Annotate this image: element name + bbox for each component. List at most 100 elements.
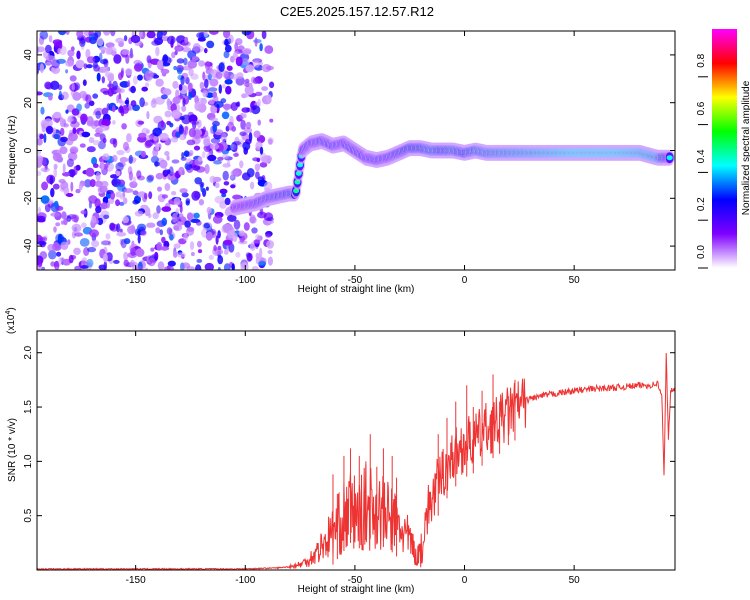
heatmap-noise-cell (57, 31, 67, 36)
heatmap-noise-cell (166, 98, 171, 108)
heatmap-noise-cell (113, 259, 120, 264)
heatmap-signal-ridge (229, 133, 675, 216)
heatmap-noise-cell (71, 169, 75, 178)
heatmap-noise-cell (176, 67, 183, 75)
heatmap-noise-cell (88, 33, 99, 41)
heatmap-noise-cell (132, 176, 136, 185)
heatmap-noise-cell (62, 172, 71, 177)
heatmap-noise-cell (187, 111, 194, 119)
heatmap-noise-cell (135, 248, 145, 257)
heatmap-noise-cell (37, 171, 42, 176)
heatmap-noise-cell (259, 247, 263, 258)
heatmap-noise-cell (39, 31, 49, 40)
heatmap-noise-cell (94, 132, 101, 137)
heatmap-noise-cell (66, 158, 74, 168)
heatmap-noise-cell (171, 191, 177, 196)
heatmap-noise-cell (71, 214, 80, 223)
heatmap-noise-cell (175, 131, 181, 138)
heatmap-noise-cell (71, 83, 76, 91)
heatmap-noise-cell (235, 38, 243, 46)
x-tick-label: -50 (348, 275, 363, 286)
heatmap-noise-cell (106, 103, 111, 111)
heatmap-noise-cell (137, 74, 143, 81)
heatmap-noise-cell (53, 226, 57, 233)
heatmap-noise-cell (192, 119, 197, 130)
heatmap-noise-cell (188, 92, 192, 101)
snr-y-scale-close: ) (6, 307, 17, 310)
heatmap-noise-cell (210, 137, 221, 144)
heatmap-noise-cell (58, 257, 62, 266)
heatmap-noise-cell (162, 88, 172, 96)
heatmap-noise-cell (184, 220, 191, 228)
heatmap-noise-cell (45, 125, 54, 135)
heatmap-noise-cell (37, 259, 43, 268)
heatmap-noise-cell (235, 102, 240, 107)
heatmap-noise-cell (240, 262, 249, 270)
heatmap-noise-cell (207, 154, 217, 162)
heatmap-noise-cell (85, 94, 92, 104)
heatmap-noise-cell (197, 240, 202, 248)
heatmap-noise-cell (239, 131, 247, 136)
heatmap-noise-cell (115, 199, 120, 207)
heatmap-noise-cell (45, 44, 52, 54)
heatmap-noise-cell (120, 70, 124, 78)
heatmap-noise-cell (46, 61, 52, 66)
heatmap-noise-cell (262, 155, 273, 163)
heatmap-noise-cell (37, 155, 44, 163)
heatmap-noise-cell (171, 51, 176, 59)
heatmap-noise-cell (126, 133, 132, 143)
heatmap-noise-cell (212, 176, 222, 182)
snr-y-axis-label: SNR (10 * v/v) (7, 418, 18, 482)
y-tick-label: 1.5 (23, 400, 34, 414)
heatmap-noise-cell (222, 153, 229, 160)
heatmap-noise-cell (71, 223, 82, 233)
heatmap-noise-cell (50, 80, 60, 91)
heatmap-noise-cell (137, 120, 145, 125)
heatmap-noise-cell (108, 80, 112, 90)
heatmap-noise-cell (102, 65, 110, 74)
heatmap-noise-cell (217, 255, 224, 265)
heatmap-noise-cell (96, 37, 104, 47)
heatmap-noise-cell (155, 78, 164, 87)
heatmap-noise-cell (85, 167, 95, 177)
heatmap-noise-cell (101, 118, 111, 127)
heatmap-noise-cell (105, 72, 114, 78)
heatmap-noise-cell (156, 205, 161, 214)
heatmap-noise-cell (155, 172, 164, 180)
heatmap-noise-cell (42, 160, 47, 167)
heatmap-noise-cell (210, 117, 219, 122)
heatmap-noise-cell (67, 239, 71, 245)
heatmap-noise-cell (257, 211, 267, 219)
heatmap-noise-cell (146, 222, 156, 228)
heatmap-noise-cell (230, 184, 236, 189)
heatmap-noise-cell (242, 141, 251, 151)
x-tick-label: -150 (126, 575, 146, 586)
heatmap-noise-cell (170, 36, 174, 45)
heatmap-noise-cell (123, 197, 128, 205)
heatmap-noise-cell (100, 180, 109, 188)
heatmap-noise-cell (41, 181, 49, 191)
heatmap-noise-cell (87, 246, 97, 253)
heatmap-noise-cell (164, 183, 171, 191)
heatmap-noise-cell (103, 253, 108, 263)
heatmap-noise-cell (224, 41, 230, 46)
heatmap-noise-cell (52, 127, 57, 135)
heatmap-noise-cell (254, 163, 261, 172)
heatmap-noise-cell (101, 76, 106, 84)
colorbar-tick-label: 0.6 (696, 101, 707, 115)
heatmap-noise-cell (249, 214, 256, 224)
heatmap-noise-cell (166, 155, 170, 161)
heatmap-noise-cell (123, 259, 129, 267)
heatmap-noise-cell (145, 139, 154, 147)
heatmap-noise-cell (212, 91, 218, 98)
heatmap-noise-cell (183, 150, 190, 157)
heatmap-noise-cell (193, 145, 201, 151)
heatmap-noise-cell (217, 230, 221, 239)
heatmap-noise-cell (179, 213, 184, 220)
heatmap-noise-cell (233, 219, 241, 230)
heatmap-noise-cell (122, 216, 130, 224)
heatmap-noise-cell (134, 210, 144, 217)
heatmap-noise-cell (198, 199, 204, 206)
heatmap-noise-cell (147, 174, 155, 181)
heatmap-noise-cell (212, 124, 218, 133)
